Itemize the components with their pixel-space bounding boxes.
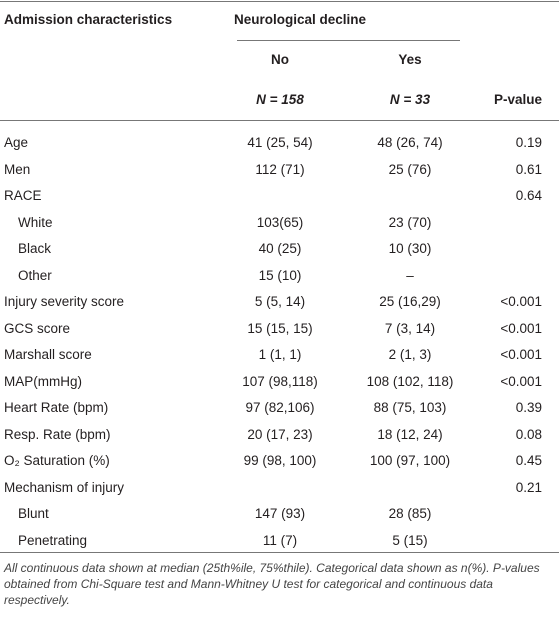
row-label: MAP(mmHg) bbox=[4, 373, 82, 389]
cell: 11 (7) bbox=[262, 532, 298, 548]
bottom-rule bbox=[0, 552, 559, 553]
cell: 25 (76) bbox=[388, 161, 432, 177]
cell: 40 (25) bbox=[258, 241, 302, 256]
cell: <0.001 bbox=[500, 347, 542, 362]
cell: 15 (15, 15) bbox=[247, 320, 313, 336]
cell: <0.001 bbox=[500, 320, 542, 336]
row-label: RACE bbox=[4, 188, 42, 203]
cell: 0.19 bbox=[515, 135, 542, 150]
row-label: Age bbox=[4, 135, 29, 150]
cell: 147 (93) bbox=[254, 506, 306, 521]
cell: 10 (30) bbox=[388, 241, 432, 256]
cell: 0.21 bbox=[515, 479, 542, 495]
cell: 7 (3, 14) bbox=[384, 320, 436, 336]
row-label: Men bbox=[4, 161, 31, 177]
cell: 99 (98, 100) bbox=[243, 453, 317, 468]
cell: 48 (26, 74) bbox=[377, 135, 443, 150]
row-label: Mechanism of injury bbox=[4, 479, 125, 495]
row-label: O₂ Saturation (%) bbox=[4, 453, 110, 468]
cell: 28 (85) bbox=[388, 506, 432, 521]
cell: 0.64 bbox=[515, 188, 542, 203]
column-header: Admission characteristics bbox=[4, 12, 173, 27]
cell: 41 (25, 54) bbox=[247, 135, 313, 150]
row-label: White bbox=[18, 214, 53, 230]
cell: <0.001 bbox=[500, 373, 542, 389]
cell: 18 (12, 24) bbox=[377, 426, 443, 442]
row-label: Other bbox=[18, 267, 52, 283]
cell: 0.39 bbox=[515, 400, 542, 415]
cell: 5 (15) bbox=[392, 532, 428, 548]
column-header: Yes bbox=[398, 52, 422, 67]
group-header: Neurological decline bbox=[233, 12, 367, 27]
row-label: Resp. Rate (bpm) bbox=[4, 426, 111, 442]
cell: <0.001 bbox=[500, 294, 542, 309]
row-label: Penetrating bbox=[18, 532, 88, 548]
column-header: N = 158 bbox=[256, 92, 304, 107]
cell: 2 (1, 3) bbox=[388, 347, 432, 362]
cell: 97 (82,106) bbox=[245, 400, 315, 415]
cell: 103(65) bbox=[256, 214, 304, 230]
cell: 0.61 bbox=[515, 161, 542, 177]
row-label: Marshall score bbox=[4, 347, 92, 362]
cell: 107 (98,118) bbox=[242, 373, 318, 389]
cell: 0.45 bbox=[515, 453, 542, 468]
cell: 100 (97, 100) bbox=[369, 453, 451, 468]
cell: 25 (16,29) bbox=[379, 294, 441, 309]
cell: 5 (5, 14) bbox=[254, 294, 306, 309]
cell: 112 (71) bbox=[255, 161, 305, 177]
column-header: No bbox=[271, 52, 289, 67]
cell: 108 (102, 118) bbox=[366, 373, 454, 389]
cell: 0.08 bbox=[515, 426, 542, 442]
cell: 88 (75, 103) bbox=[373, 400, 447, 415]
header-rule bbox=[0, 120, 559, 121]
footnote: All continuous data shown at median (25t… bbox=[4, 561, 540, 607]
column-header: P-value bbox=[493, 92, 542, 107]
cell: – bbox=[406, 267, 414, 283]
row-label: Black bbox=[18, 241, 52, 256]
row-label: Heart Rate (bpm) bbox=[4, 400, 109, 415]
cell: 23 (70) bbox=[388, 214, 432, 230]
cell: 15 (10) bbox=[258, 267, 302, 283]
group-rule bbox=[237, 40, 460, 41]
row-label: Injury severity score bbox=[4, 294, 125, 309]
row-label: Blunt bbox=[18, 506, 49, 521]
cell: 1 (1, 1) bbox=[258, 347, 302, 362]
top-rule bbox=[0, 1, 559, 2]
column-header: N = 33 bbox=[389, 92, 431, 107]
row-label: GCS score bbox=[4, 320, 71, 336]
cell: 20 (17, 23) bbox=[247, 426, 313, 442]
